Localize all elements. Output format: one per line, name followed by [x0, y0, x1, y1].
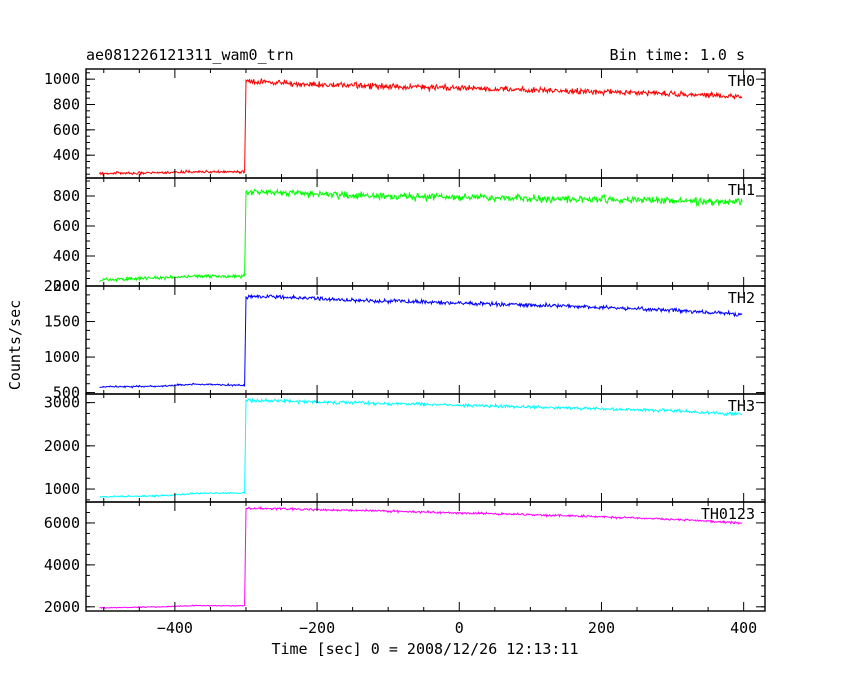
series-label: TH0123	[701, 505, 755, 523]
series-label: TH2	[728, 289, 755, 307]
x-tick-label: −200	[299, 619, 335, 637]
y-tick-label: 3000	[44, 394, 80, 412]
series-label: TH1	[728, 181, 755, 199]
y-tick-label: 800	[53, 187, 80, 205]
x-tick-label: 200	[588, 619, 615, 637]
y-tick-label: 6000	[44, 514, 80, 532]
y-tick-label: 2000	[44, 277, 80, 295]
y-tick-label: 2000	[44, 437, 80, 455]
y-tick-label: 200	[53, 277, 80, 295]
y-tick-label: 1500	[44, 313, 80, 331]
y-axis-label: Counts/sec	[6, 300, 24, 390]
panel-frame	[85, 393, 766, 503]
y-tick-label: 400	[53, 146, 80, 164]
y-tick-label: 800	[53, 95, 80, 113]
series-line-th0123	[99, 505, 743, 609]
panel-stack: TH0 400 600 800 1000 TH1 200 400 600 800 TH2 500 100…	[44, 68, 766, 637]
y-tick-label: 600	[53, 217, 80, 235]
series-label: TH3	[728, 397, 755, 415]
y-tick-label: 1000	[44, 348, 80, 366]
y-tick-label: 600	[53, 121, 80, 139]
plot-title: ae081226121311_wam0_trn	[86, 46, 294, 64]
y-tick-label: 4000	[44, 556, 80, 574]
panel-th0123: TH0123 2000 4000 6000 −400 −200 0 200 400	[44, 501, 766, 637]
panel-th1: TH1 200 400 600 800	[53, 177, 766, 295]
x-axis-label: Time [sec] 0 = 2008/12/26 12:13:11	[271, 640, 578, 658]
y-tick-label: 400	[53, 247, 80, 265]
series-line-th3	[99, 397, 743, 499]
panel-frame	[85, 501, 766, 612]
x-tick-label: −400	[157, 619, 193, 637]
x-tick-label: 0	[455, 619, 464, 637]
panel-frame	[85, 68, 766, 179]
y-tick-label: 1000	[44, 70, 80, 88]
y-tick-label: 2000	[44, 598, 80, 616]
y-tick-label: 1000	[44, 480, 80, 498]
x-tick-label: 400	[730, 619, 757, 637]
y-tick-label: 500	[53, 384, 80, 402]
panel-th2: TH2 500 1000 1500 2000	[44, 277, 766, 402]
series-line-th2	[99, 293, 743, 389]
series-line-th0	[99, 77, 743, 177]
series-line-th1	[99, 187, 743, 283]
bin-time-label: Bin time: 1.0 s	[610, 46, 745, 64]
panel-th0: TH0 400 600 800 1000	[44, 68, 766, 179]
series-label: TH0	[728, 72, 755, 90]
panel-th3: TH3 1000 2000 3000	[44, 393, 766, 503]
